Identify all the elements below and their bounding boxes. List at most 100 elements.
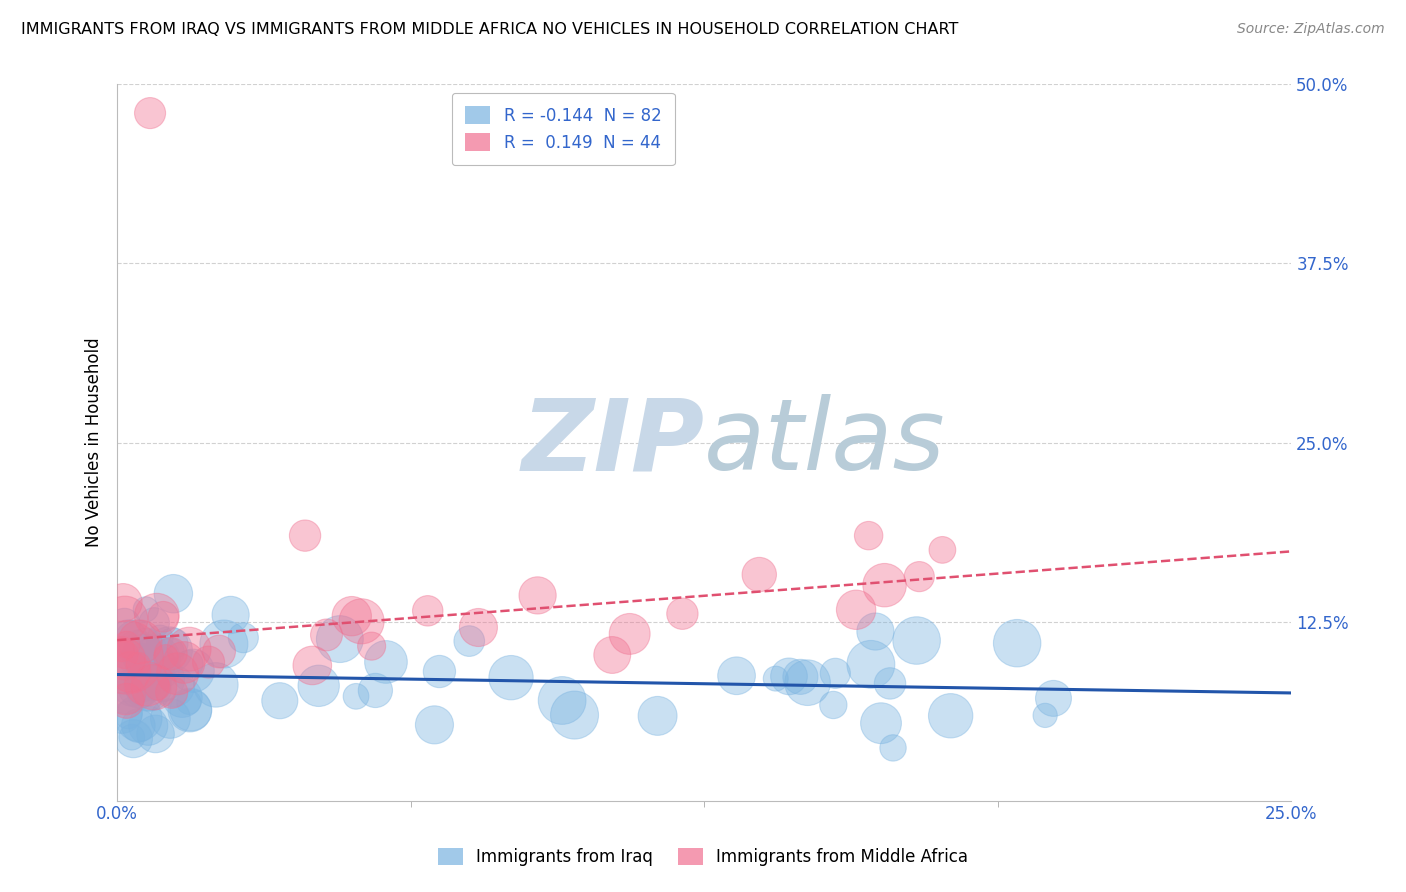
Point bbox=[416, 604, 439, 618]
Point bbox=[162, 587, 184, 601]
Point bbox=[148, 665, 170, 679]
Point bbox=[208, 644, 231, 658]
Point bbox=[908, 569, 931, 583]
Point bbox=[159, 645, 181, 659]
Point bbox=[135, 677, 157, 691]
Point bbox=[138, 681, 160, 696]
Point bbox=[166, 666, 188, 681]
Point bbox=[294, 528, 316, 542]
Point bbox=[212, 637, 235, 651]
Point bbox=[301, 658, 323, 673]
Point bbox=[375, 655, 398, 669]
Text: atlas: atlas bbox=[704, 394, 946, 491]
Point bbox=[111, 668, 134, 682]
Point bbox=[619, 627, 641, 641]
Point bbox=[114, 617, 136, 632]
Point bbox=[172, 690, 194, 705]
Point bbox=[117, 632, 139, 646]
Point bbox=[796, 675, 818, 690]
Point bbox=[117, 707, 139, 722]
Point bbox=[155, 649, 177, 664]
Point bbox=[219, 607, 242, 622]
Point bbox=[1033, 708, 1056, 723]
Point bbox=[145, 652, 167, 666]
Text: ZIP: ZIP bbox=[522, 394, 704, 491]
Point bbox=[879, 676, 901, 690]
Point bbox=[114, 688, 136, 702]
Point bbox=[157, 643, 180, 657]
Point bbox=[160, 685, 183, 699]
Point bbox=[149, 632, 172, 646]
Point bbox=[931, 542, 953, 557]
Point bbox=[129, 635, 152, 649]
Point bbox=[423, 718, 446, 732]
Point bbox=[127, 718, 149, 732]
Text: Source: ZipAtlas.com: Source: ZipAtlas.com bbox=[1237, 22, 1385, 37]
Point bbox=[142, 680, 165, 694]
Point bbox=[128, 711, 150, 725]
Point bbox=[122, 731, 145, 746]
Point bbox=[129, 653, 152, 667]
Point bbox=[136, 719, 159, 733]
Point bbox=[121, 681, 143, 695]
Point bbox=[159, 647, 181, 661]
Point bbox=[789, 670, 811, 684]
Point bbox=[114, 648, 136, 662]
Point bbox=[120, 665, 142, 679]
Point bbox=[159, 712, 181, 726]
Point bbox=[329, 632, 352, 646]
Point bbox=[152, 609, 174, 624]
Point bbox=[859, 657, 882, 672]
Point bbox=[177, 695, 200, 709]
Point bbox=[725, 669, 748, 683]
Point bbox=[173, 656, 195, 670]
Point bbox=[364, 683, 387, 698]
Point bbox=[823, 698, 845, 712]
Point bbox=[671, 607, 693, 621]
Point bbox=[748, 567, 770, 582]
Point bbox=[138, 655, 160, 669]
Point bbox=[905, 633, 928, 648]
Point bbox=[467, 620, 489, 634]
Point bbox=[179, 657, 201, 671]
Point bbox=[129, 678, 152, 692]
Point bbox=[269, 694, 291, 708]
Point bbox=[600, 648, 623, 662]
Legend: R = -0.144  N = 82, R =  0.149  N = 44: R = -0.144 N = 82, R = 0.149 N = 44 bbox=[451, 93, 675, 165]
Point bbox=[114, 652, 136, 666]
Point bbox=[526, 589, 548, 603]
Point bbox=[1042, 691, 1064, 706]
Point bbox=[308, 679, 330, 693]
Text: IMMIGRANTS FROM IRAQ VS IMMIGRANTS FROM MIDDLE AFRICA NO VEHICLES IN HOUSEHOLD C: IMMIGRANTS FROM IRAQ VS IMMIGRANTS FROM … bbox=[21, 22, 959, 37]
Point bbox=[564, 708, 586, 723]
Point bbox=[150, 653, 173, 667]
Point bbox=[778, 669, 800, 683]
Point bbox=[150, 673, 173, 687]
Point bbox=[180, 703, 202, 717]
Point bbox=[131, 648, 153, 662]
Point bbox=[858, 528, 880, 542]
Point bbox=[845, 603, 868, 617]
Legend: Immigrants from Iraq, Immigrants from Middle Africa: Immigrants from Iraq, Immigrants from Mi… bbox=[429, 840, 977, 875]
Point bbox=[135, 602, 157, 616]
Point bbox=[143, 677, 166, 691]
Point bbox=[146, 681, 169, 695]
Point bbox=[1005, 636, 1028, 650]
Point bbox=[125, 645, 148, 659]
Point bbox=[197, 655, 219, 669]
Point bbox=[551, 693, 574, 707]
Point bbox=[115, 672, 138, 686]
Point bbox=[162, 637, 184, 651]
Point bbox=[429, 665, 451, 679]
Point bbox=[360, 639, 382, 653]
Point bbox=[865, 624, 887, 639]
Point bbox=[138, 663, 160, 677]
Point bbox=[112, 596, 135, 610]
Point bbox=[458, 634, 481, 648]
Point bbox=[127, 657, 149, 672]
Point bbox=[882, 740, 904, 755]
Point bbox=[115, 694, 138, 708]
Point bbox=[232, 631, 254, 645]
Point bbox=[143, 615, 166, 630]
Point bbox=[647, 709, 669, 723]
